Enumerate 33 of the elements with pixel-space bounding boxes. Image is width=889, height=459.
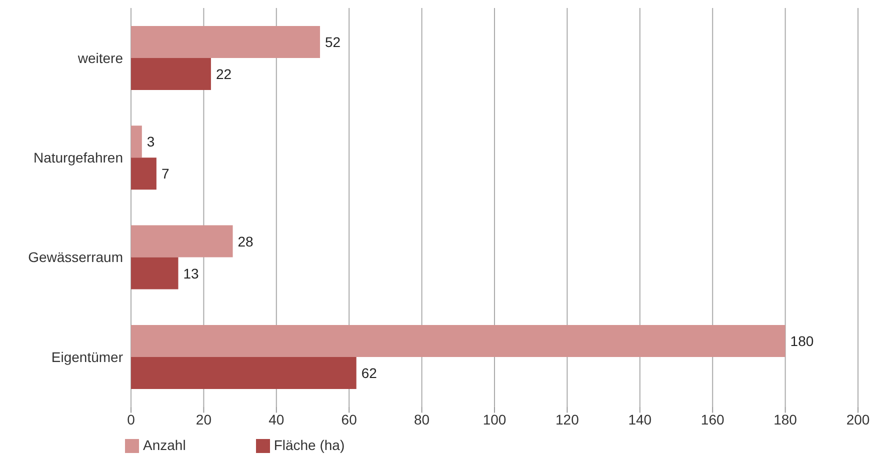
- legend-label: Fläche (ha): [274, 436, 345, 453]
- x-tick-label: 180: [774, 412, 798, 428]
- legend-label: Anzahl: [143, 436, 186, 453]
- y-tick-label: Naturgefahren: [33, 149, 123, 166]
- y-tick-label: Eigentümer: [51, 348, 124, 365]
- data-label: 62: [361, 364, 378, 381]
- bar: [131, 126, 142, 158]
- bar: [131, 158, 156, 190]
- x-tick-label: 80: [414, 412, 430, 428]
- data-label: 7: [161, 166, 170, 182]
- x-tick-label: 40: [268, 412, 284, 428]
- data-label: 3: [146, 134, 155, 150]
- x-tick-label: 60: [341, 412, 358, 428]
- x-tick-label: 160: [700, 412, 724, 428]
- y-tick-label: Gewässerraum: [28, 249, 123, 266]
- data-label: 22: [216, 66, 232, 82]
- x-tick-label: 120: [556, 412, 580, 428]
- bar: [131, 356, 356, 389]
- x-tick-label: 200: [846, 412, 870, 428]
- x-tick-label: 100: [482, 412, 506, 428]
- x-tick-label: 0: [127, 412, 136, 428]
- data-label: 180: [790, 332, 814, 349]
- bar: [131, 58, 211, 90]
- x-tick-label: 20: [196, 412, 212, 428]
- data-label: 13: [183, 265, 200, 282]
- bar: [131, 324, 786, 357]
- bar: [131, 257, 178, 290]
- y-tick-label: weitere: [76, 50, 124, 66]
- bar: [131, 225, 233, 258]
- data-label: 52: [325, 34, 341, 50]
- bar: [131, 26, 320, 58]
- data-label: 28: [238, 233, 254, 250]
- x-tick-label: 140: [628, 412, 652, 428]
